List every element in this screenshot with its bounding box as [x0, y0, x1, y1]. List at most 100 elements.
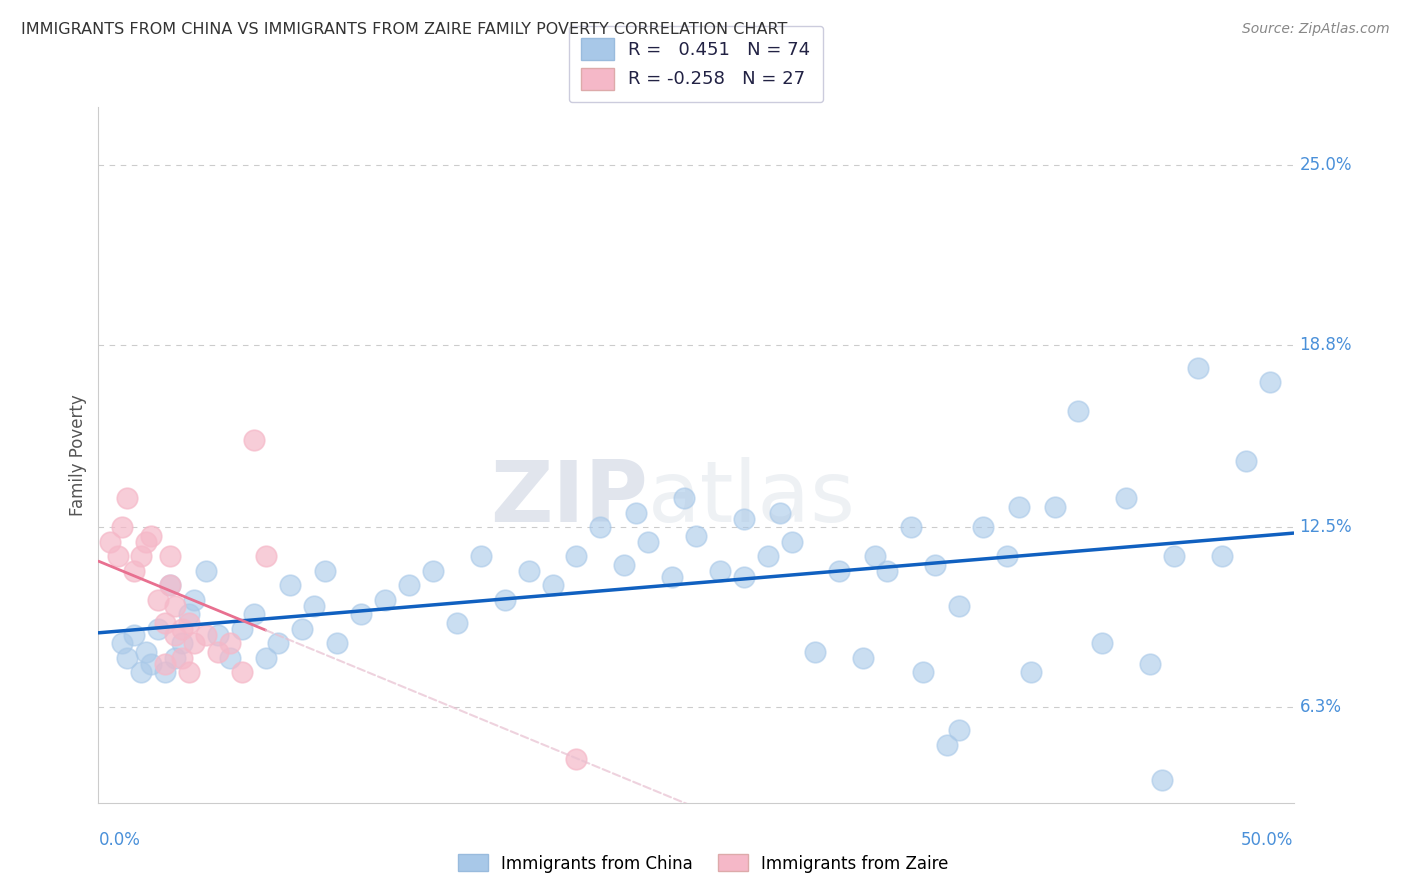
Point	[131, 665, 153, 680]
Point	[163, 628, 186, 642]
Point	[613, 558, 636, 573]
Point	[98, 535, 122, 549]
Point	[1139, 657, 1161, 671]
Point	[865, 549, 887, 564]
Point	[769, 506, 792, 520]
Point	[876, 564, 898, 578]
Point	[195, 564, 218, 578]
Point	[159, 578, 181, 592]
Point	[1258, 376, 1281, 390]
Point	[494, 592, 516, 607]
Point	[139, 529, 162, 543]
Point	[155, 616, 177, 631]
Point	[172, 651, 194, 665]
Text: 0.0%: 0.0%	[98, 830, 141, 848]
Point	[374, 592, 396, 607]
Point	[828, 564, 851, 578]
Point	[637, 535, 659, 549]
Point	[115, 651, 138, 665]
Point	[924, 558, 946, 573]
Point	[565, 549, 588, 564]
Point	[159, 549, 181, 564]
Point	[756, 549, 779, 564]
Text: IMMIGRANTS FROM CHINA VS IMMIGRANTS FROM ZAIRE FAMILY POVERTY CORRELATION CHART: IMMIGRANTS FROM CHINA VS IMMIGRANTS FROM…	[21, 22, 787, 37]
Point	[139, 657, 162, 671]
Point	[107, 549, 129, 564]
Text: 12.5%: 12.5%	[1299, 518, 1353, 536]
Point	[163, 599, 186, 613]
Point	[172, 622, 194, 636]
Text: 18.8%: 18.8%	[1299, 335, 1353, 354]
Point	[1115, 491, 1137, 506]
Point	[900, 520, 922, 534]
Point	[626, 506, 648, 520]
Point	[398, 578, 420, 592]
Point	[179, 665, 201, 680]
Point	[302, 599, 325, 613]
Point	[243, 434, 266, 448]
Point	[470, 549, 492, 564]
Point	[179, 607, 201, 622]
Point	[1019, 665, 1042, 680]
Point	[541, 578, 564, 592]
Text: ZIP: ZIP	[491, 457, 648, 540]
Point	[733, 570, 755, 584]
Point	[231, 665, 253, 680]
Point	[124, 564, 146, 578]
Text: atlas: atlas	[648, 457, 856, 540]
Point	[1067, 404, 1090, 418]
Point	[155, 657, 177, 671]
Point	[135, 645, 157, 659]
Point	[1008, 500, 1031, 514]
Text: Source: ZipAtlas.com: Source: ZipAtlas.com	[1241, 22, 1389, 37]
Point	[673, 491, 696, 506]
Point	[278, 578, 301, 592]
Point	[219, 651, 242, 665]
Point	[254, 651, 277, 665]
Point	[172, 636, 194, 650]
Point	[446, 616, 468, 631]
Point	[589, 520, 612, 534]
Point	[148, 622, 170, 636]
Point	[291, 622, 314, 636]
Point	[1163, 549, 1185, 564]
Point	[131, 549, 153, 564]
Text: 6.3%: 6.3%	[1299, 698, 1341, 716]
Point	[231, 622, 253, 636]
Point	[972, 520, 994, 534]
Point	[1211, 549, 1233, 564]
Point	[267, 636, 290, 650]
Point	[326, 636, 349, 650]
Point	[1152, 772, 1174, 787]
Point	[183, 592, 205, 607]
Point	[804, 645, 827, 659]
Point	[565, 752, 588, 766]
Point	[1187, 361, 1209, 376]
Point	[159, 578, 181, 592]
Legend: Immigrants from China, Immigrants from Zaire: Immigrants from China, Immigrants from Z…	[451, 847, 955, 880]
Point	[517, 564, 540, 578]
Point	[948, 723, 970, 738]
Text: 25.0%: 25.0%	[1299, 156, 1353, 174]
Point	[1234, 453, 1257, 467]
Point	[912, 665, 935, 680]
Point	[1043, 500, 1066, 514]
Point	[219, 636, 242, 650]
Point	[195, 628, 218, 642]
Point	[936, 738, 959, 752]
Point	[948, 599, 970, 613]
Point	[852, 651, 875, 665]
Point	[780, 535, 803, 549]
Point	[350, 607, 373, 622]
Point	[148, 592, 170, 607]
Point	[315, 564, 337, 578]
Point	[733, 511, 755, 525]
Point	[179, 616, 201, 631]
Point	[111, 636, 134, 650]
Point	[135, 535, 157, 549]
Text: 50.0%: 50.0%	[1241, 830, 1294, 848]
Point	[155, 665, 177, 680]
Point	[685, 529, 707, 543]
Point	[709, 564, 731, 578]
Point	[183, 636, 205, 650]
